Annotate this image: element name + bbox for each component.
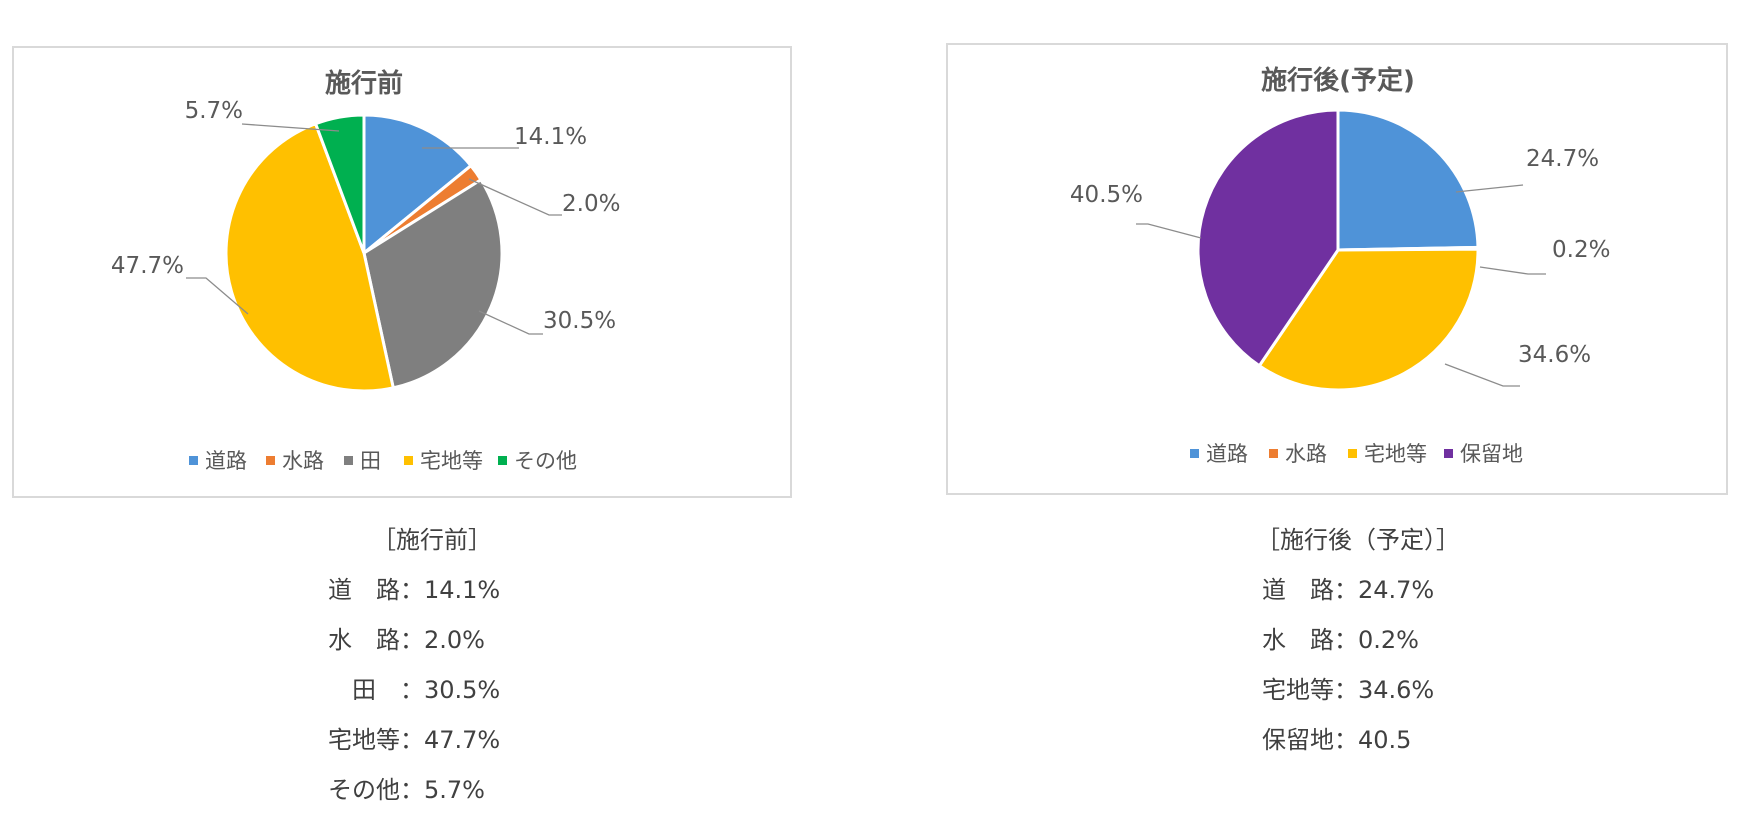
data-label-before-road: 14.1% — [514, 124, 587, 150]
legend-label-before-road: 道路 — [205, 449, 247, 473]
leader-line-after-reserved — [1136, 223, 1202, 239]
data-label-before-residential: 47.7% — [111, 253, 184, 279]
summary-before-row-field: 田 ：30.5% — [328, 676, 501, 704]
legend-swatch-after-residential — [1348, 449, 1357, 458]
summary-after-row-residential: 宅地等：34.6% — [1262, 676, 1435, 704]
legend-swatch-before-road — [189, 456, 198, 465]
leader-line-after-waterway — [1479, 266, 1546, 275]
leader-line-before-other — [241, 123, 340, 132]
pie-slice-before-other — [313, 113, 366, 254]
pie-slice-after-residential — [1257, 247, 1480, 392]
legend-label-after-reserved: 保留地 — [1460, 442, 1523, 466]
legend-label-before-residential: 宅地等 — [420, 449, 483, 473]
leader-line-before-field — [478, 310, 543, 335]
legend-swatch-before-other — [498, 456, 507, 465]
legend-label-after-waterway: 水路 — [1285, 442, 1327, 466]
chart-before: 施行前 14.1% 2.0% 30.5% 47.7% 5.7% 道路 水路 田 宅地等 その他 — [12, 46, 792, 498]
pie-slice-after-reserved — [1196, 108, 1340, 368]
legend-label-after-residential: 宅地等 — [1364, 442, 1427, 466]
data-label-before-other: 5.7% — [185, 98, 243, 124]
summary-after-heading: ［施行後（予定）］ — [1256, 526, 1460, 554]
pie-slice-before-road — [362, 113, 473, 257]
legend-swatch-before-waterway — [266, 456, 275, 465]
leader-line-after-residential — [1444, 363, 1520, 387]
summary-before-heading: ［施行前］ — [372, 526, 492, 554]
chart-after: 施行後(予定) 24.7% 0.2% 34.6% 40.5% 道路 水路 宅地等 保留地 — [946, 43, 1728, 495]
summary-after-row-road: 道 路：24.7% — [1262, 576, 1435, 604]
data-label-after-residential: 34.6% — [1518, 342, 1591, 368]
leader-line-before-residential — [186, 277, 249, 315]
pie-chart-before-svg: 施行前 14.1% 2.0% 30.5% 47.7% 5.7% 道路 水路 田 宅地等 その他 — [111, 68, 621, 473]
data-label-before-field: 30.5% — [543, 308, 616, 334]
legend-swatch-after-waterway — [1269, 449, 1278, 458]
summary-before-row-other: その他：5.7% — [328, 776, 485, 804]
leader-line-before-waterway — [468, 178, 562, 216]
summary-after-row-reserved: 保留地：40.5 — [1262, 726, 1412, 754]
pie-slice-before-residential — [224, 121, 396, 393]
data-label-before-waterway: 2.0% — [562, 191, 620, 217]
summary-after: ［施行後（予定）］ 道 路：24.7% 水 路：0.2% 宅地等：34.6% 保… — [1256, 520, 1562, 820]
leader-line-after-road — [1455, 184, 1524, 193]
summary-after-row-waterway: 水 路：0.2% — [1262, 626, 1419, 654]
summary-before-row-waterway: 水 路：2.0% — [328, 626, 485, 654]
legend-swatch-after-reserved — [1444, 449, 1453, 458]
pie-slice-before-field — [362, 177, 504, 390]
legend-label-after-road: 道路 — [1206, 442, 1248, 466]
data-label-after-reserved: 40.5% — [1070, 182, 1143, 208]
pie-slice-after-road — [1336, 108, 1480, 252]
legend-label-before-other: その他 — [514, 449, 577, 473]
data-label-after-waterway: 0.2% — [1552, 237, 1610, 263]
legend-swatch-before-field — [344, 456, 353, 465]
chart-title-before: 施行前 — [325, 68, 403, 99]
legend-swatch-after-road — [1190, 449, 1199, 458]
summary-before-row-residential: 宅地等：47.7% — [328, 726, 501, 754]
chart-title-after: 施行後(予定) — [1261, 65, 1415, 96]
data-label-after-road: 24.7% — [1526, 146, 1599, 172]
summary-before-row-road: 道 路：14.1% — [328, 576, 501, 604]
legend-swatch-before-residential — [404, 456, 413, 465]
pie-chart-after-svg: 施行後(予定) 24.7% 0.2% 34.6% 40.5% 道路 水路 宅地等 保留地 — [1070, 65, 1611, 466]
legend-label-before-field: 田 — [360, 449, 381, 473]
summary-before: ［施行前］ 道 路：14.1% 水 路：2.0% 田 ：30.5% 宅地等：47… — [328, 520, 628, 820]
legend-label-before-waterway: 水路 — [282, 449, 324, 473]
